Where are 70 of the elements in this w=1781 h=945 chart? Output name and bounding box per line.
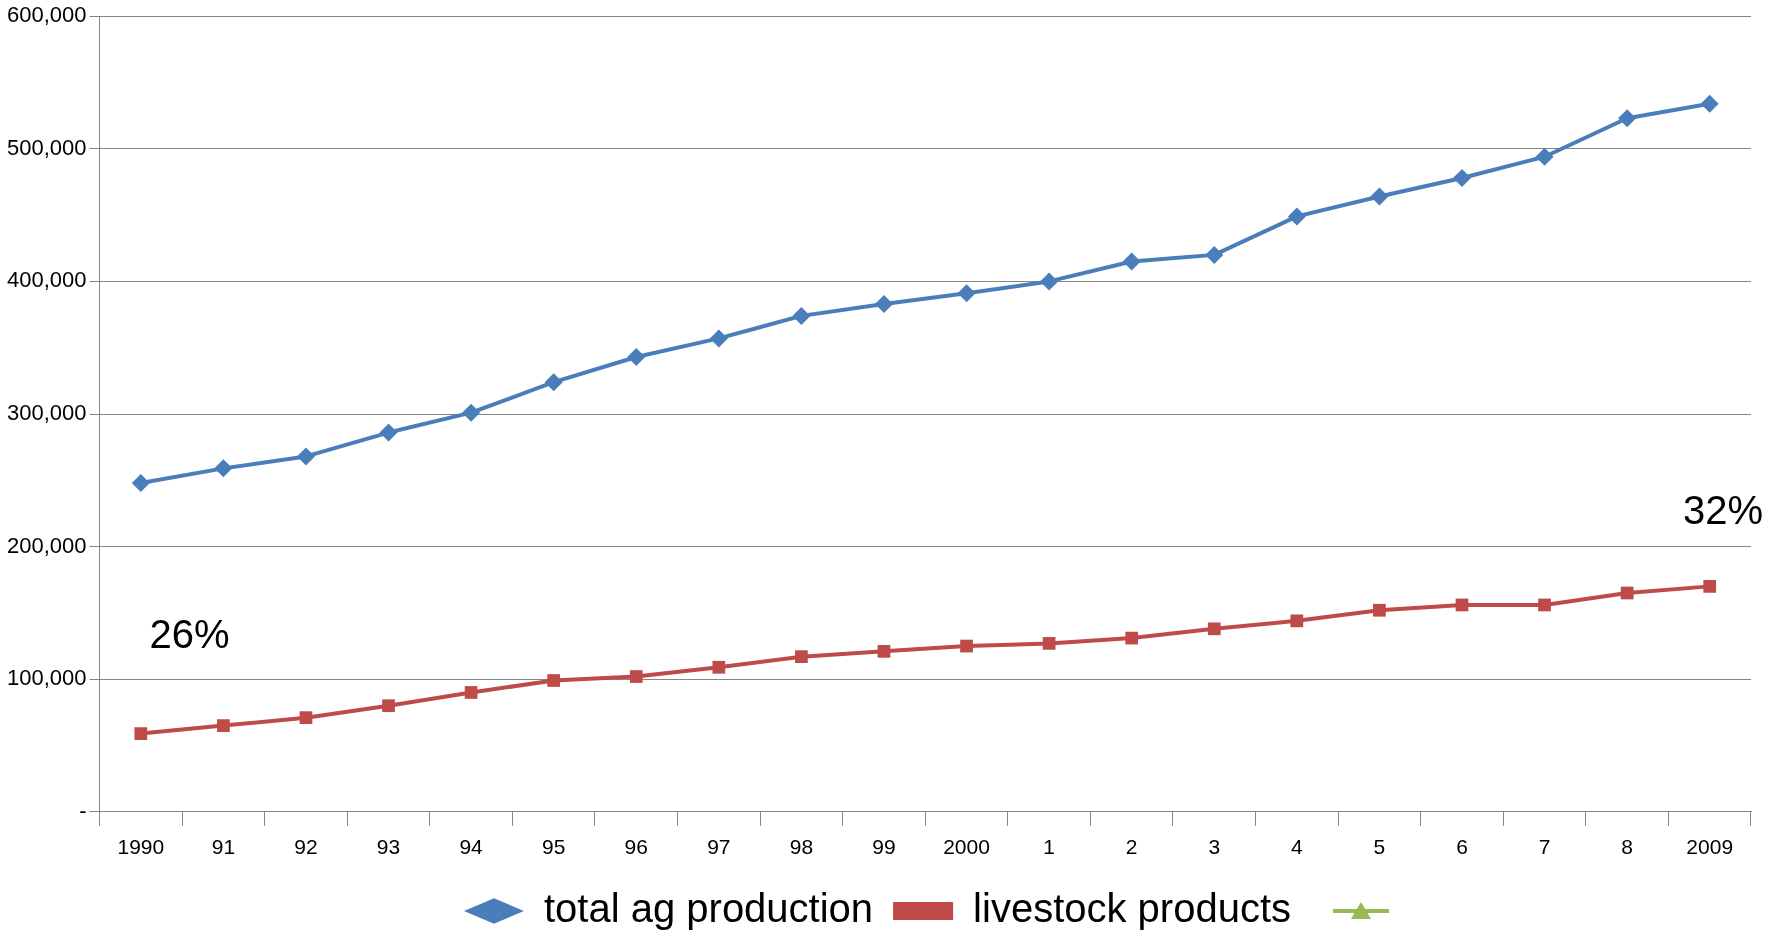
x-tick-label: 7 [1538,835,1551,859]
point [1620,586,1634,600]
point [960,639,973,653]
x-tick-label: 1 [1043,835,1055,859]
legend-label: total ag production [543,886,874,931]
point [547,674,561,687]
point [1207,622,1221,636]
point [1703,580,1717,593]
x-tick-label: 94 [459,835,484,859]
y-tick-label: 500,000 [6,134,87,160]
point [1290,614,1304,628]
point [1040,272,1059,291]
point [1042,637,1056,650]
y-tick-label: 400,000 [6,267,87,293]
x-tick-label: 1990 [117,835,165,859]
annotation: 26% [149,611,230,656]
point [382,699,395,713]
point [874,294,893,313]
point [1452,168,1471,187]
x-tick-label: 4 [1291,835,1303,859]
point [1205,245,1224,264]
point [1618,109,1637,128]
y-tick-label: 100,000 [6,665,87,691]
point [1535,147,1554,166]
point [1122,252,1141,271]
x-tick-label: 92 [294,835,318,859]
x-tick-label: 3 [1208,835,1221,859]
point [217,719,230,732]
x-tick-label: 2000 [943,835,990,859]
point [462,403,481,422]
y-tick-label: 300,000 [6,400,87,426]
point [134,727,148,740]
point [1700,94,1719,113]
point [379,423,398,442]
x-tick-label: 97 [707,835,731,859]
point [1125,631,1139,645]
y-tick-label: - [79,797,87,823]
annotation: 32% [1682,488,1763,533]
point [1370,187,1389,206]
x-tick-label: 2009 [1686,835,1734,859]
point [131,473,150,492]
point [792,306,811,325]
point [1373,603,1386,617]
x-tick-label: 96 [624,835,648,859]
point [296,447,315,466]
point [1538,598,1551,612]
x-tick-label: 98 [789,835,814,859]
point [1287,207,1306,226]
x-tick-label: 95 [542,835,566,859]
x-tick-label: 91 [211,835,236,859]
point [464,686,478,699]
legend-label: livestock products [973,886,1292,931]
x-tick-label: 8 [1621,835,1633,859]
point [627,347,646,366]
point [629,670,643,683]
y-tick-label: 200,000 [6,532,87,558]
x-tick-label: 6 [1456,835,1468,859]
point [544,373,563,392]
point [709,329,728,348]
point [712,660,726,674]
point [957,284,976,303]
x-tick-label: 99 [872,835,896,859]
y-tick-label: 600,000 [6,2,87,28]
x-tick-label: 93 [376,835,401,859]
point [214,459,233,478]
x-tick-label: 2 [1125,835,1138,859]
point [877,644,891,658]
point [795,650,808,664]
point [299,711,313,725]
x-tick-label: 5 [1373,835,1386,859]
